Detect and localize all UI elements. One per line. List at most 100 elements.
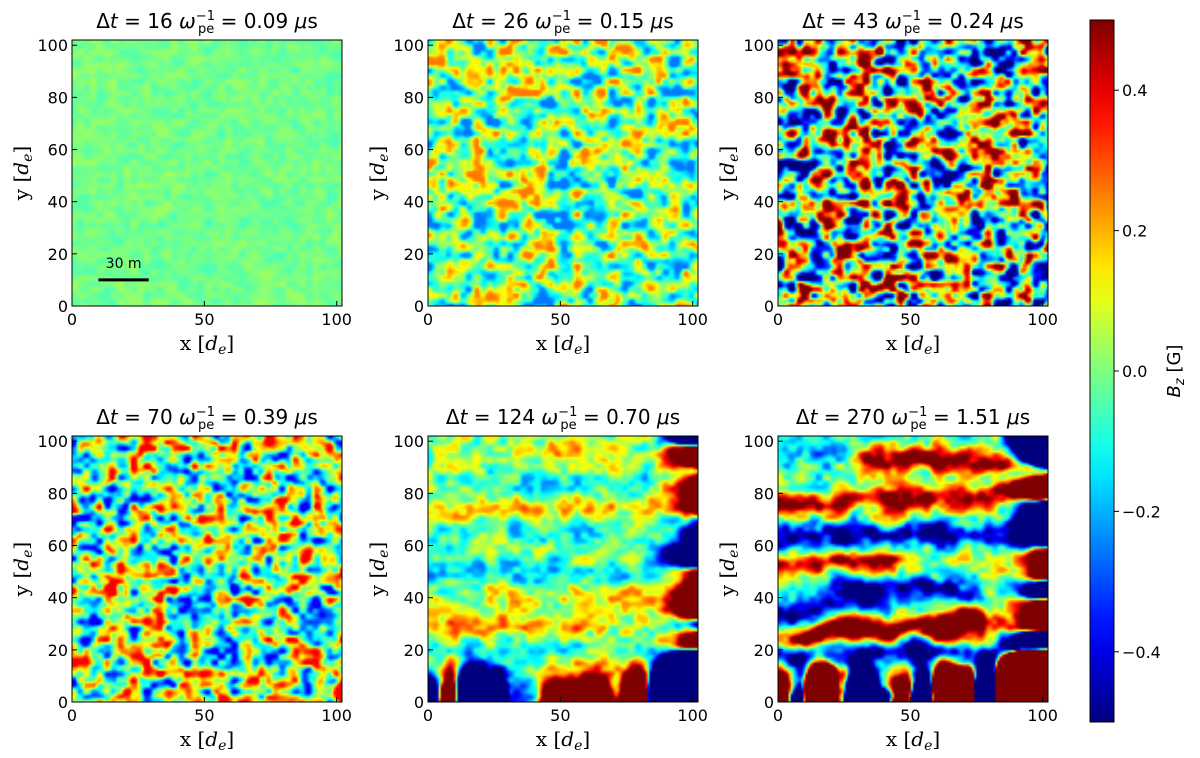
heatmap-image (778, 436, 1048, 702)
panel-5: 0 50 100 0 20 40 60 80 100 x [de] y [de] Δt = 124 ω… (365, 405, 708, 754)
y-tick-label: 100 (743, 36, 774, 55)
y-tick-label: 20 (754, 245, 774, 264)
x-tick-label: 50 (194, 310, 214, 329)
x-tick-label: 0 (773, 310, 783, 329)
x-axis-label: x [de] (536, 727, 590, 754)
y-tick-label: 100 (393, 36, 424, 55)
y-tick-label: 60 (754, 141, 774, 160)
y-axis-label: y [de] (365, 146, 392, 201)
y-tick-label: 60 (48, 141, 68, 160)
x-tick-label: 50 (900, 706, 920, 725)
x-tick-label: 100 (1027, 706, 1058, 725)
panel-3: 0 50 100 0 20 40 60 80 100 x [de] y [de] Δt = 43 ω−… (715, 9, 1058, 358)
colorbar-tick-label: 0.0 (1122, 362, 1147, 381)
colorbar: −0.4 −0.2 0.0 0.2 0.4 Bz [G] (1089, 19, 1188, 723)
panel-4: 0 50 100 0 20 40 60 80 100 x [de] y [de] Δt = 70 ω−… (9, 405, 352, 754)
scale-bar-label: 30 m (106, 256, 142, 272)
x-axis-label: x [de] (180, 331, 234, 358)
colorbar-label: Bz [G] (1164, 345, 1188, 398)
heatmap-image (72, 436, 342, 702)
y-tick-label: 60 (404, 537, 424, 556)
y-tick-label: 60 (404, 141, 424, 160)
axes-frame (71, 39, 343, 307)
x-tick-label: 0 (773, 706, 783, 725)
panel-title: Δt = 70 ω−1 pe = 0.39 μs (96, 405, 318, 433)
y-axis-label: y [de] (9, 146, 36, 201)
y-tick-label: 80 (404, 484, 424, 503)
axes-frame (427, 435, 699, 703)
x-axis-label: x [de] (180, 727, 234, 754)
y-tick-label: 0 (414, 297, 424, 316)
y-tick-label: 0 (764, 297, 774, 316)
y-tick-label: 80 (48, 484, 68, 503)
y-tick-label: 0 (58, 693, 68, 712)
x-axis-label: x [de] (886, 727, 940, 754)
y-tick-label: 40 (48, 589, 68, 608)
axes-frame (777, 435, 1049, 703)
y-tick-label: 40 (404, 193, 424, 212)
x-tick-label: 50 (550, 706, 570, 725)
y-tick-label: 60 (48, 537, 68, 556)
y-tick-label: 20 (48, 641, 68, 660)
panel-2: 0 50 100 0 20 40 60 80 100 x [de] y [de] Δt = 26 ω−… (365, 9, 708, 358)
y-tick-label: 80 (754, 88, 774, 107)
x-tick-label: 0 (423, 706, 433, 725)
y-tick-label: 40 (754, 193, 774, 212)
x-tick-label: 50 (194, 706, 214, 725)
y-tick-label: 20 (404, 641, 424, 660)
y-tick-label: 20 (48, 245, 68, 264)
y-tick-label: 0 (58, 297, 68, 316)
y-tick-label: 80 (48, 88, 68, 107)
y-tick-label: 40 (48, 193, 68, 212)
axes-frame (777, 39, 1049, 307)
y-tick-label: 40 (404, 589, 424, 608)
x-tick-label: 0 (67, 310, 77, 329)
heatmap-image (428, 436, 698, 702)
colorbar-tick-label: −0.4 (1122, 643, 1161, 662)
x-axis-label: x [de] (886, 331, 940, 358)
y-axis-label: y [de] (9, 542, 36, 597)
colorbar-tick-label: 0.4 (1122, 81, 1147, 100)
panel-title: Δt = 270 ω−1 pe = 1.51 μs (796, 405, 1030, 433)
heatmap-image (778, 40, 1048, 306)
y-tick-label: 80 (754, 484, 774, 503)
y-tick-label: 20 (754, 641, 774, 660)
y-tick-label: 100 (743, 432, 774, 451)
colorbar-tick-label: −0.2 (1122, 502, 1161, 521)
heatmap-image (428, 40, 698, 306)
y-axis-label: y [de] (715, 542, 742, 597)
x-tick-label: 50 (550, 310, 570, 329)
y-tick-label: 100 (37, 432, 68, 451)
panel-title: Δt = 16 ω−1 pe = 0.09 μs (96, 9, 318, 37)
x-tick-label: 100 (677, 310, 708, 329)
y-tick-label: 40 (754, 589, 774, 608)
x-tick-label: 100 (321, 310, 352, 329)
y-tick-label: 0 (764, 693, 774, 712)
axes-frame (427, 39, 699, 307)
y-tick-label: 60 (754, 537, 774, 556)
y-tick-label: 0 (414, 693, 424, 712)
panel-title: Δt = 43 ω−1 pe = 0.24 μs (802, 9, 1024, 37)
x-tick-label: 0 (67, 706, 77, 725)
x-tick-label: 100 (677, 706, 708, 725)
x-tick-label: 100 (1027, 310, 1058, 329)
x-tick-label: 50 (900, 310, 920, 329)
x-axis-label: x [de] (536, 331, 590, 358)
axes-frame (71, 435, 343, 703)
panel-6: 0 50 100 0 20 40 60 80 100 x [de] y [de] Δt = 270 ω… (715, 405, 1058, 754)
y-axis-label: y [de] (365, 542, 392, 597)
colorbar-tick-label: 0.2 (1122, 222, 1147, 241)
panel-title: Δt = 26 ω−1 pe = 0.15 μs (452, 9, 674, 37)
panel-title: Δt = 124 ω−1 pe = 0.70 μs (446, 405, 680, 433)
y-axis-label: y [de] (715, 146, 742, 201)
colorbar-gradient (1089, 19, 1115, 723)
panel-1: 0 50 100 0 20 40 60 80 100 x [de] y [de] Δt = 16 ω−… (9, 9, 352, 358)
y-tick-label: 80 (404, 88, 424, 107)
y-tick-label: 100 (393, 432, 424, 451)
heatmap-image (72, 40, 342, 306)
y-tick-label: 100 (37, 36, 68, 55)
x-tick-label: 100 (321, 706, 352, 725)
y-tick-label: 20 (404, 245, 424, 264)
